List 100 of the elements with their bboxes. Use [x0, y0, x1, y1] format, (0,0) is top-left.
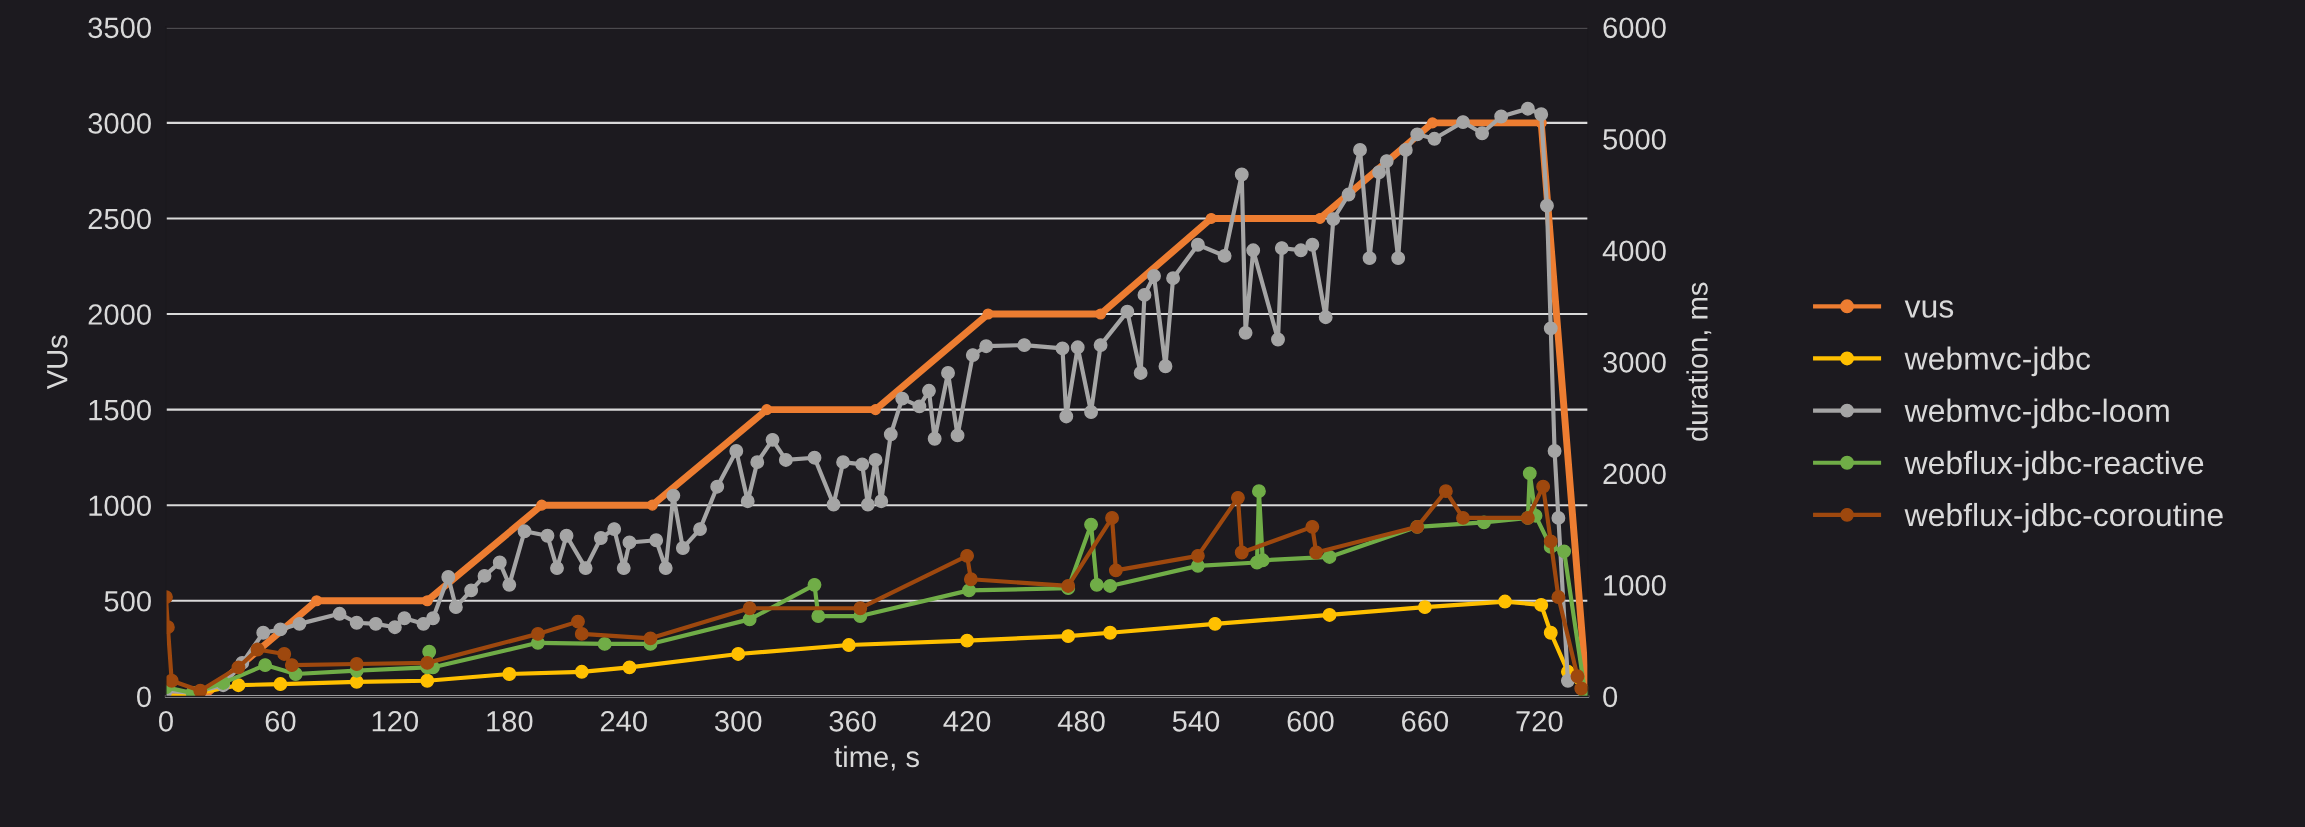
point	[250, 642, 265, 657]
point	[1574, 681, 1589, 696]
point	[258, 658, 273, 673]
point	[349, 674, 364, 689]
point	[731, 647, 746, 661]
point	[1570, 669, 1585, 684]
x-tick-label: 600	[1287, 710, 1334, 732]
y2-tick-label: 1000	[1604, 575, 1666, 596]
point	[422, 644, 437, 659]
point	[643, 631, 658, 646]
legend-label: webflux-jdbc-coroutine	[1904, 502, 2223, 533]
x-axis-title: time, s	[834, 745, 919, 771]
point	[1522, 466, 1537, 481]
y-tick-label: 0	[136, 686, 151, 708]
point	[1322, 550, 1337, 564]
point	[284, 658, 299, 673]
point	[1108, 563, 1123, 578]
legend-label: vus	[1904, 300, 1954, 318]
point	[622, 660, 637, 675]
point	[1417, 600, 1432, 615]
y2-tick-label: 4000	[1602, 240, 1666, 262]
y2-tick-label: 3000	[1603, 352, 1666, 373]
point	[1190, 548, 1205, 563]
point	[1208, 616, 1222, 631]
point	[1103, 625, 1118, 640]
point	[1305, 519, 1320, 534]
point	[420, 655, 435, 670]
point	[1234, 545, 1249, 560]
point	[311, 595, 323, 607]
y-axis-title: VUs	[47, 335, 68, 390]
point	[1557, 544, 1572, 559]
y-tick-label: 3000	[88, 113, 151, 134]
point	[1456, 510, 1470, 525]
point	[277, 647, 292, 661]
point	[1534, 597, 1549, 612]
x-tick-label: 0	[158, 710, 173, 732]
x-tick-label: 300	[714, 710, 762, 732]
point	[597, 636, 612, 651]
legend-label: webmvc-jdbc	[1904, 346, 2091, 377]
point	[165, 673, 179, 688]
point	[421, 595, 433, 607]
y-tick-label: 1500	[89, 399, 151, 421]
point	[530, 626, 545, 641]
y-tick-label: 3500	[88, 17, 151, 39]
point	[1105, 510, 1119, 525]
y-tick-label: 2000	[88, 304, 151, 325]
x-tick-label: 120	[372, 710, 419, 732]
x-tick-label: 180	[487, 710, 533, 732]
y2-tick-label: 5000	[1603, 129, 1666, 150]
point	[273, 677, 288, 692]
point	[1543, 625, 1558, 640]
point	[574, 626, 589, 641]
y-tick-label: 500	[104, 590, 151, 612]
x-tick-label: 240	[600, 710, 647, 732]
point	[960, 548, 975, 563]
point	[761, 404, 773, 416]
x-tick-label: 540	[1172, 710, 1220, 732]
x-tick-label: 480	[1057, 710, 1105, 732]
point	[420, 673, 435, 688]
point	[502, 667, 517, 681]
point	[853, 601, 868, 616]
point	[982, 308, 994, 320]
y2-tick-label: 0	[1603, 686, 1618, 708]
y-tick-label: 2500	[88, 208, 151, 230]
point	[231, 660, 246, 675]
point	[1103, 578, 1118, 593]
x-tick-label: 660	[1402, 710, 1449, 732]
point	[1438, 484, 1453, 499]
point	[1551, 590, 1566, 605]
x-tick-label: 420	[943, 710, 991, 732]
y2-axis-title: duration, ms	[1686, 282, 1712, 441]
point	[811, 609, 826, 623]
y-tick-label: 1000	[89, 495, 151, 517]
point	[742, 601, 757, 616]
point	[571, 614, 585, 629]
point	[1205, 212, 1217, 225]
point	[1498, 594, 1512, 609]
x-tick-label: 720	[1516, 710, 1563, 732]
point	[1309, 545, 1324, 560]
point	[1095, 308, 1107, 320]
point	[807, 577, 822, 592]
x-tick-label: 360	[829, 710, 876, 732]
point	[1084, 517, 1099, 532]
y2-tick-label: 6000	[1603, 17, 1666, 39]
x-tick-label: 60	[265, 710, 296, 732]
point	[960, 633, 975, 648]
point	[1251, 484, 1266, 499]
point	[349, 657, 364, 671]
point	[1230, 490, 1245, 505]
point	[1536, 479, 1551, 494]
point	[193, 683, 208, 697]
point	[1543, 534, 1558, 549]
legend-label: webflux-jdbc-reactive	[1904, 450, 2204, 481]
point	[963, 572, 978, 587]
y2-tick-label: 2000	[1603, 463, 1666, 485]
point	[231, 678, 246, 693]
point	[1314, 212, 1326, 225]
point	[574, 664, 589, 679]
legend-label: webmvc-jdbc-loom	[1904, 398, 2169, 429]
point	[841, 638, 856, 652]
